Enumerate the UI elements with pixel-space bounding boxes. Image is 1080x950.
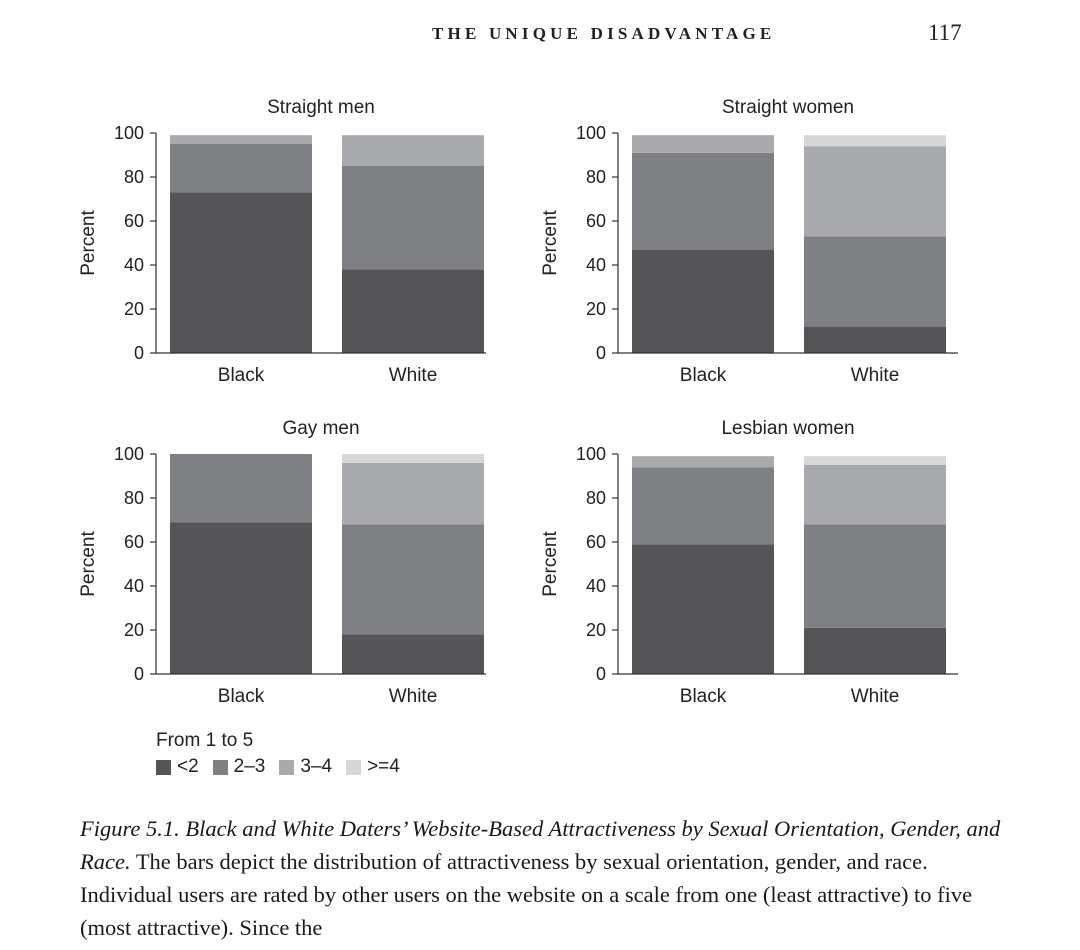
y-tick-label: 100 [576, 444, 606, 464]
legend-swatch [279, 759, 295, 775]
bar-segment [804, 146, 946, 237]
chart-title: Straight men [267, 97, 375, 118]
bar-segment [342, 135, 484, 166]
bar-segment [804, 465, 946, 525]
bar-segment [632, 135, 774, 153]
category-label: White [851, 686, 900, 707]
y-tick-label: 80 [124, 488, 144, 508]
category-label: Black [680, 686, 727, 707]
legend-label: 3–4 [300, 756, 333, 777]
y-tick-label: 100 [114, 123, 144, 143]
category-label: White [389, 686, 438, 707]
page-number: 117 [928, 20, 962, 45]
chart-title: Straight women [722, 97, 854, 118]
legend-item: >=4 [346, 756, 400, 778]
category-label: White [389, 365, 438, 386]
bar-segment [804, 456, 946, 465]
legend-label: <2 [177, 756, 199, 777]
caption-text: The bars depict the distribution of attr… [80, 849, 973, 940]
legend-swatch [212, 759, 228, 775]
y-tick-label: 20 [586, 620, 606, 640]
bar-segment [342, 634, 484, 674]
y-tick-label: 0 [134, 664, 144, 684]
y-tick-label: 100 [576, 123, 606, 143]
category-label: Black [218, 365, 265, 386]
bar-segment [804, 524, 946, 628]
figure-charts: Straight men Black White 0 20 40 60 80 100 Percen… [78, 97, 958, 707]
chart-title: Lesbian women [721, 418, 854, 439]
bar-segment [170, 192, 312, 353]
y-tick-label: 40 [586, 576, 606, 596]
bar-segment [804, 326, 946, 353]
bar-segment [804, 236, 946, 327]
y-tick-label: 40 [586, 255, 606, 275]
y-tick-label: 20 [124, 620, 144, 640]
y-tick-label: 20 [586, 299, 606, 319]
bar-segment [342, 269, 484, 353]
y-tick-label: 60 [586, 532, 606, 552]
y-tick-label: 40 [124, 255, 144, 275]
y-tick-label: 0 [134, 343, 144, 363]
y-tick-label: 80 [586, 488, 606, 508]
category-label: Black [218, 686, 265, 707]
bar-segment [342, 462, 484, 525]
legend-item: <2 [156, 756, 199, 778]
bar-segment [632, 467, 774, 545]
y-tick-label: 40 [124, 576, 144, 596]
legend-items: <2 2–3 3–4 >=4 [156, 756, 414, 778]
bar-segment [170, 144, 312, 193]
category-label: Black [680, 365, 727, 386]
y-tick-label: 80 [124, 167, 144, 187]
bar-segment [804, 627, 946, 674]
bar-segment [632, 152, 774, 250]
y-tick-label: 60 [124, 532, 144, 552]
legend-label: 2–3 [233, 756, 266, 777]
y-axis-label: Percent [78, 531, 99, 597]
legend: From 1 to 5 <2 2–3 3–4 >=4 [156, 730, 414, 778]
figure-caption: Figure 5.1. Black and White Daters’ Webs… [80, 812, 1020, 944]
legend-item: 3–4 [279, 756, 332, 778]
bar-segment [342, 524, 484, 635]
y-tick-label: 80 [586, 167, 606, 187]
legend-title: From 1 to 5 [156, 730, 254, 751]
legend-label: >=4 [367, 756, 400, 777]
running-head: THE UNIQUE DISADVANTAGE [432, 24, 776, 43]
bar-segment [342, 166, 484, 270]
y-tick-label: 60 [586, 211, 606, 231]
bar-segment [170, 454, 312, 523]
caption-label: Figure 5.1. [80, 816, 180, 841]
legend-swatch [346, 759, 362, 775]
bar-segment [632, 249, 774, 353]
legend-swatch [156, 759, 171, 775]
y-axis-label: Percent [78, 210, 99, 276]
bar-segment [632, 544, 774, 674]
y-tick-label: 0 [596, 664, 606, 684]
chart-title: Gay men [282, 418, 359, 439]
bar-segment [342, 454, 484, 463]
bar-segment [170, 135, 312, 144]
bar-segment [170, 522, 312, 674]
category-label: White [851, 365, 900, 386]
y-tick-label: 100 [114, 444, 144, 464]
y-tick-label: 20 [124, 299, 144, 319]
y-axis-label: Percent [540, 210, 561, 276]
y-axis-label: Percent [540, 531, 561, 597]
bar-segment [632, 456, 774, 468]
y-tick-label: 0 [596, 343, 606, 363]
legend-item: 2–3 [212, 756, 266, 778]
bar-segment [804, 135, 946, 147]
caption-title: Black and White Daters’ Website-Based At… [80, 816, 1001, 874]
y-tick-label: 60 [124, 211, 144, 231]
